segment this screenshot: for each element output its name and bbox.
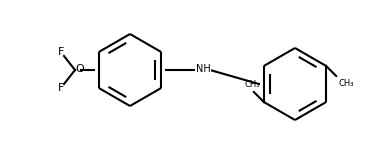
Text: O: O	[75, 64, 84, 74]
Text: CH₃: CH₃	[244, 80, 260, 89]
Text: CH₃: CH₃	[338, 79, 354, 88]
Text: F: F	[58, 47, 64, 57]
Text: F: F	[58, 83, 64, 93]
Text: NH: NH	[196, 64, 210, 74]
